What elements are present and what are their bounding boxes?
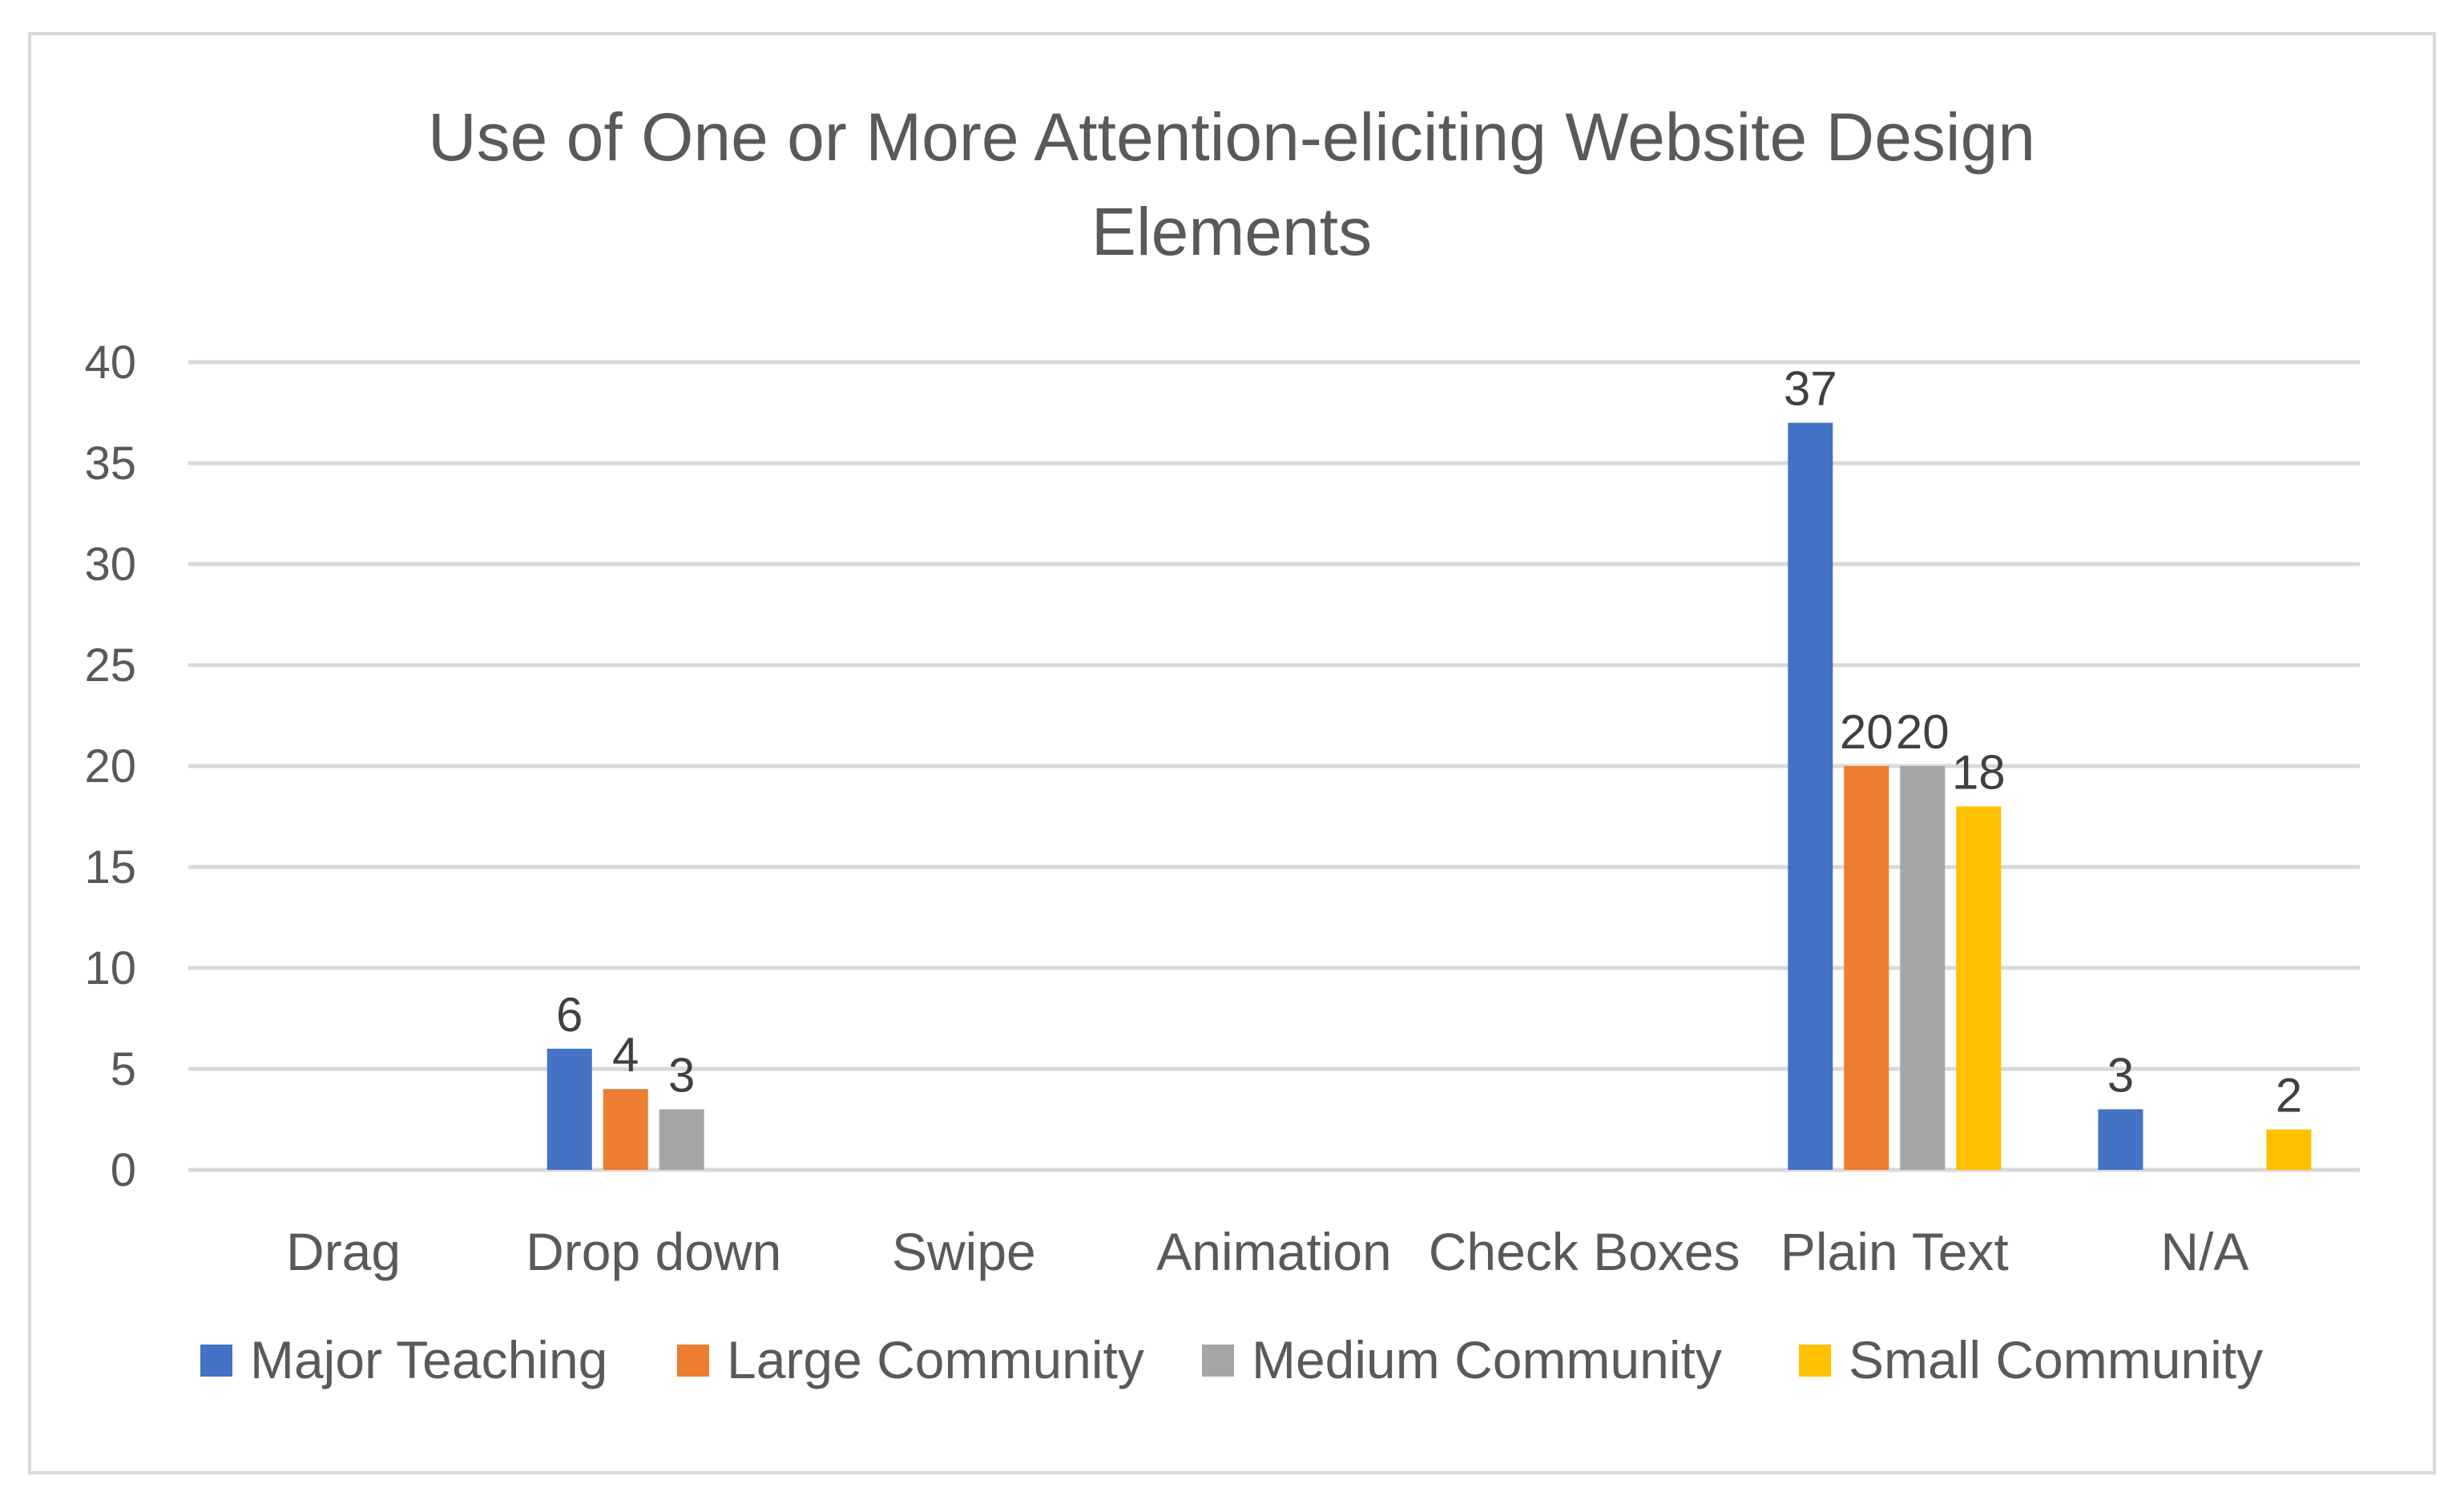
chart-container [28,32,2436,1474]
y-tick-label: 40 [84,337,136,389]
bar [603,1089,648,1170]
y-tick-label: 5 [111,1043,136,1095]
data-label: 4 [612,1028,639,1082]
legend-label: Major Teaching [250,1330,607,1389]
data-label: 20 [1896,705,1950,759]
x-category-label: Swipe [892,1222,1036,1281]
x-category-label: Check Boxes [1429,1222,1740,1281]
y-tick-label: 35 [84,437,136,490]
data-label: 37 [1784,362,1837,416]
bar [546,1048,592,1170]
data-label: 2 [2276,1069,2302,1123]
y-tick-label: 15 [84,841,136,893]
legend-label: Small Community [1849,1330,2263,1389]
x-category-label: Drop down [526,1222,781,1281]
data-label: 6 [556,988,583,1042]
y-tick-label: 0 [111,1144,136,1196]
legend-swatch [677,1345,709,1377]
bar [659,1109,704,1170]
bar [1844,766,1889,1170]
x-category-label: Animation [1156,1222,1392,1281]
legend-swatch [1202,1345,1234,1377]
bar [2266,1129,2312,1170]
y-tick-label: 10 [84,942,136,994]
y-tick-label: 20 [84,740,136,792]
data-label: 3 [2107,1048,2134,1102]
chart-title-line-1: Use of One or More Attention-eliciting W… [428,99,2035,175]
data-label: 18 [1952,745,2006,799]
legend-swatch [200,1345,232,1377]
data-label: 20 [1840,705,1893,759]
bar [1956,806,2002,1170]
chart-title-line-2: Elements [1091,194,1372,269]
x-category-label: Drag [286,1222,401,1281]
x-category-label: N/A [2160,1222,2248,1281]
data-label: 3 [668,1048,695,1102]
bar [2098,1109,2143,1170]
legend-label: Large Community [727,1330,1144,1389]
x-category-label: Plain Text [1780,1222,2009,1281]
bar [1900,766,1946,1170]
legend-swatch [1799,1345,1831,1377]
y-tick-label: 30 [84,538,136,591]
y-tick-label: 25 [84,639,136,692]
bar [1788,422,1833,1170]
legend-label: Medium Community [1252,1330,1722,1389]
